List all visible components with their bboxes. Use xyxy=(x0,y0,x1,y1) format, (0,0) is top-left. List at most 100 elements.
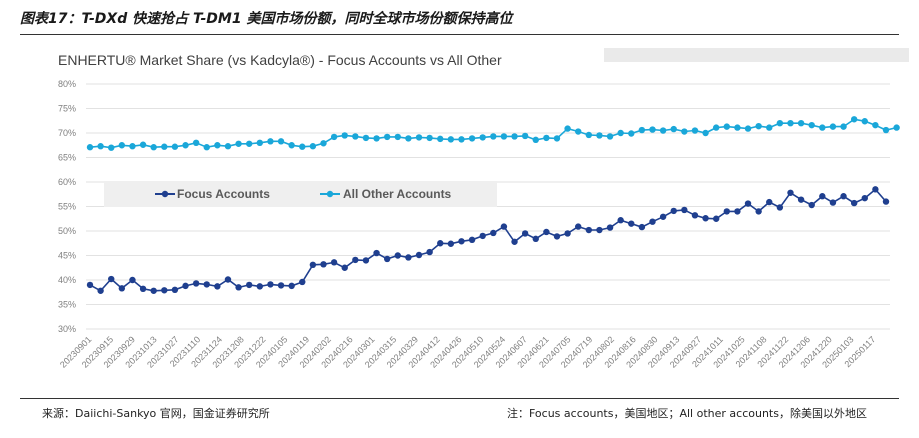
data-point xyxy=(500,133,508,140)
data-point xyxy=(224,143,232,150)
data-point xyxy=(192,139,200,146)
data-point xyxy=(819,193,826,200)
data-point xyxy=(447,136,455,143)
legend-label: All Other Accounts xyxy=(343,187,452,201)
legend-note: 注：Focus accounts，美国地区；All other accounts… xyxy=(507,407,867,420)
data-point xyxy=(139,141,147,148)
data-point xyxy=(341,132,348,139)
data-point xyxy=(861,118,868,125)
data-point xyxy=(373,249,380,257)
data-point xyxy=(394,133,401,141)
data-point xyxy=(734,124,741,131)
data-point xyxy=(511,238,518,245)
data-point xyxy=(86,144,94,151)
data-point xyxy=(511,133,518,140)
data-point xyxy=(288,282,295,290)
data-point xyxy=(702,215,709,222)
data-point xyxy=(309,261,317,269)
data-point xyxy=(543,134,550,142)
data-point xyxy=(415,134,423,141)
data-point xyxy=(352,133,359,140)
data-point xyxy=(797,120,805,127)
data-point xyxy=(97,143,104,150)
data-point xyxy=(755,122,762,130)
data-point xyxy=(437,240,444,247)
data-point xyxy=(575,223,582,230)
data-point xyxy=(787,189,794,196)
data-point xyxy=(437,135,444,143)
data-point xyxy=(606,133,614,140)
data-point xyxy=(659,213,667,220)
data-point xyxy=(596,226,603,234)
data-point xyxy=(628,130,635,137)
data-point xyxy=(723,123,730,130)
data-point xyxy=(383,133,391,141)
data-point xyxy=(479,134,486,141)
data-point xyxy=(872,121,879,129)
data-point xyxy=(405,254,412,261)
data-point xyxy=(532,136,539,144)
data-point xyxy=(139,285,147,293)
y-tick-label: 65% xyxy=(58,153,76,163)
data-point xyxy=(309,143,317,150)
data-point xyxy=(203,144,210,151)
data-point xyxy=(118,285,126,292)
y-tick-label: 35% xyxy=(58,300,76,310)
data-point xyxy=(564,125,571,132)
y-tick-label: 40% xyxy=(58,275,76,285)
data-point xyxy=(628,220,635,227)
data-point xyxy=(521,132,529,140)
data-point xyxy=(108,275,115,283)
y-tick-label: 55% xyxy=(58,202,76,212)
data-point xyxy=(787,120,794,127)
data-point xyxy=(447,240,455,247)
data-point xyxy=(575,128,582,135)
series-line xyxy=(89,188,887,292)
y-tick-label: 50% xyxy=(58,226,76,236)
data-point xyxy=(617,129,624,137)
data-point xyxy=(256,283,264,290)
y-tick-label: 45% xyxy=(58,251,76,261)
data-point xyxy=(246,281,253,289)
y-tick-label: 80% xyxy=(58,79,76,89)
series-group xyxy=(86,116,900,294)
data-point xyxy=(723,208,730,215)
data-point xyxy=(755,208,762,215)
data-point xyxy=(182,282,189,290)
data-point xyxy=(882,198,890,205)
data-point xyxy=(86,281,94,289)
legend: Focus Accounts All Other Accounts xyxy=(155,187,452,201)
data-point xyxy=(872,186,879,193)
data-point xyxy=(712,124,720,131)
data-point xyxy=(299,143,306,150)
data-point xyxy=(383,255,391,263)
data-point xyxy=(426,134,433,142)
data-point xyxy=(564,230,571,237)
data-point xyxy=(500,223,508,230)
data-point xyxy=(617,217,624,224)
data-point xyxy=(277,138,285,145)
data-point xyxy=(850,116,858,123)
data-point xyxy=(543,228,550,236)
data-point xyxy=(808,201,815,209)
data-point xyxy=(214,142,221,149)
data-point xyxy=(734,208,741,215)
data-point xyxy=(766,198,773,206)
data-point xyxy=(776,120,784,127)
data-point xyxy=(638,126,646,134)
data-point xyxy=(458,238,465,245)
source-note: 来源：Daiichi-Sankyo 官网，国金证券研究所 xyxy=(42,407,270,420)
data-point xyxy=(819,124,826,131)
data-point xyxy=(882,126,890,134)
data-point xyxy=(161,143,168,150)
data-point xyxy=(352,256,359,264)
data-point xyxy=(405,135,412,142)
data-point xyxy=(553,135,561,142)
bottom-rule xyxy=(20,398,899,399)
data-point xyxy=(150,144,157,151)
data-point xyxy=(394,252,401,259)
data-point xyxy=(670,207,677,215)
data-point xyxy=(553,233,561,240)
data-point xyxy=(797,196,805,203)
